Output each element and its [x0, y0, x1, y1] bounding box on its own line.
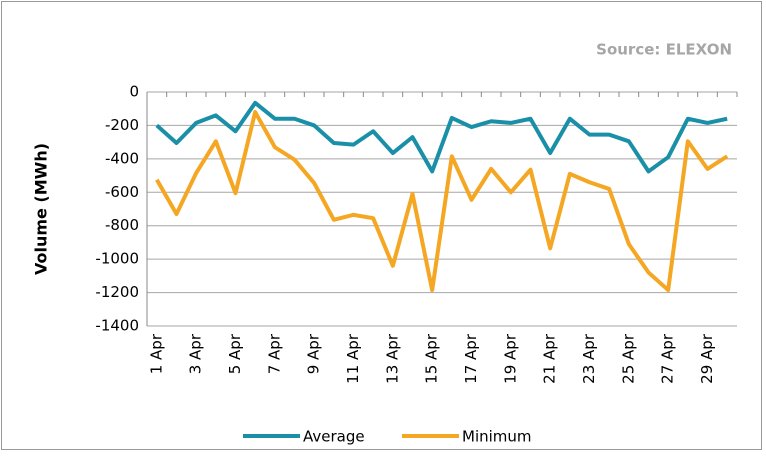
y-tick-label: -1400 — [95, 317, 139, 335]
x-tick-label: 3 Apr — [187, 333, 205, 374]
x-tick-label: 23 Apr — [580, 333, 598, 384]
legend-label: Minimum — [462, 428, 532, 446]
legend-label: Average — [303, 428, 365, 446]
y-tick-label: -800 — [105, 216, 139, 234]
y-tick-label: -1200 — [95, 283, 139, 301]
y-tick-label: -400 — [105, 149, 139, 167]
x-tick-label: 9 Apr — [305, 333, 323, 374]
x-tick-label: 5 Apr — [226, 333, 244, 374]
x-tick-label: 15 Apr — [423, 333, 441, 384]
x-tick-label: 7 Apr — [265, 333, 283, 374]
x-tick-label: 25 Apr — [619, 333, 637, 384]
y-tick-label: -1000 — [95, 250, 139, 268]
x-tick-label: 21 Apr — [541, 333, 559, 384]
y-tick-label: 0 — [129, 83, 139, 101]
x-tick-label: 13 Apr — [383, 333, 401, 384]
x-tick-label: 29 Apr — [698, 333, 716, 384]
x-tick-label: 11 Apr — [344, 333, 362, 384]
series-line — [155, 110, 729, 293]
x-tick-label: 19 Apr — [501, 333, 519, 384]
y-axis-label: Volume (MWh) — [32, 143, 51, 275]
x-tick-label: 1 Apr — [147, 333, 165, 374]
x-tick-label: 17 Apr — [462, 333, 480, 384]
series-line — [155, 100, 728, 174]
y-tick-label: -200 — [105, 116, 139, 134]
source: Source: ELEXON — [596, 41, 732, 59]
x-tick-label: 27 Apr — [659, 333, 677, 384]
y-tick-label: -600 — [105, 183, 139, 201]
